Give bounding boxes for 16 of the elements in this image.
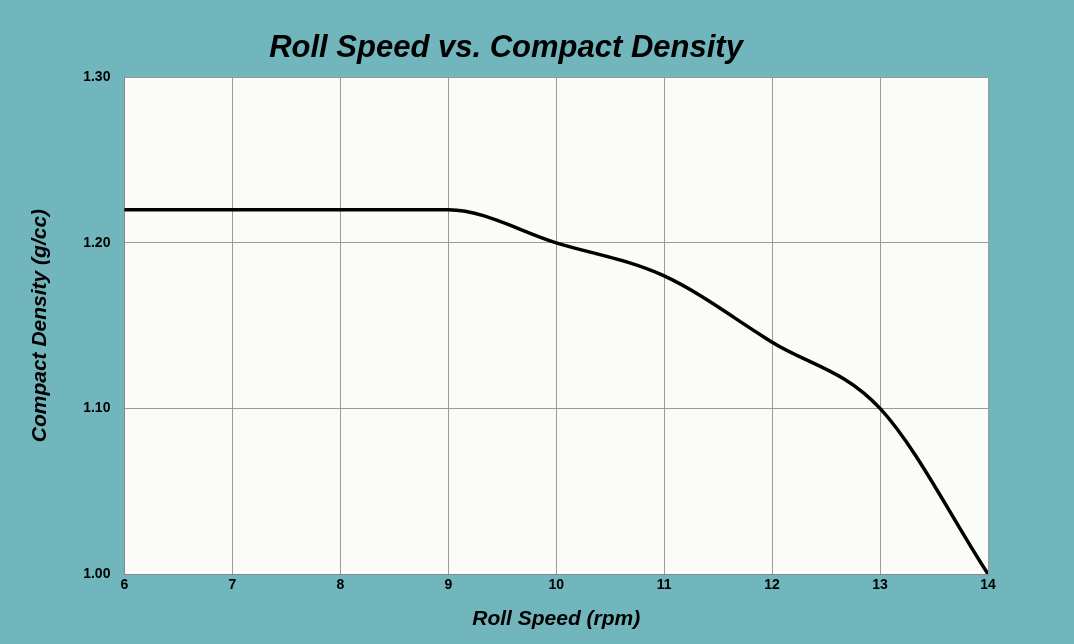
x-tick-label: 12 <box>764 576 781 593</box>
y-tick-label: 1.30 <box>83 68 111 85</box>
x-tick-label: 7 <box>228 576 237 593</box>
x-tick-label: 9 <box>444 576 453 593</box>
chart-title: Roll Speed vs. Compact Density <box>269 29 745 65</box>
x-tick-label: 10 <box>548 576 565 593</box>
y-tick-label: 1.20 <box>83 233 111 250</box>
x-axis-title: Roll Speed (rpm) <box>472 606 641 630</box>
y-tick-label: 1.10 <box>83 399 111 416</box>
x-tick-label: 11 <box>656 576 672 593</box>
x-tick-label: 14 <box>980 576 996 593</box>
x-tick-label: 8 <box>336 576 345 593</box>
x-tick-label: 13 <box>872 576 889 593</box>
x-tick-label: 6 <box>120 576 129 593</box>
y-tick-label: 1.00 <box>83 564 111 581</box>
y-axis-title: Compact Density (g/cc) <box>27 208 51 443</box>
